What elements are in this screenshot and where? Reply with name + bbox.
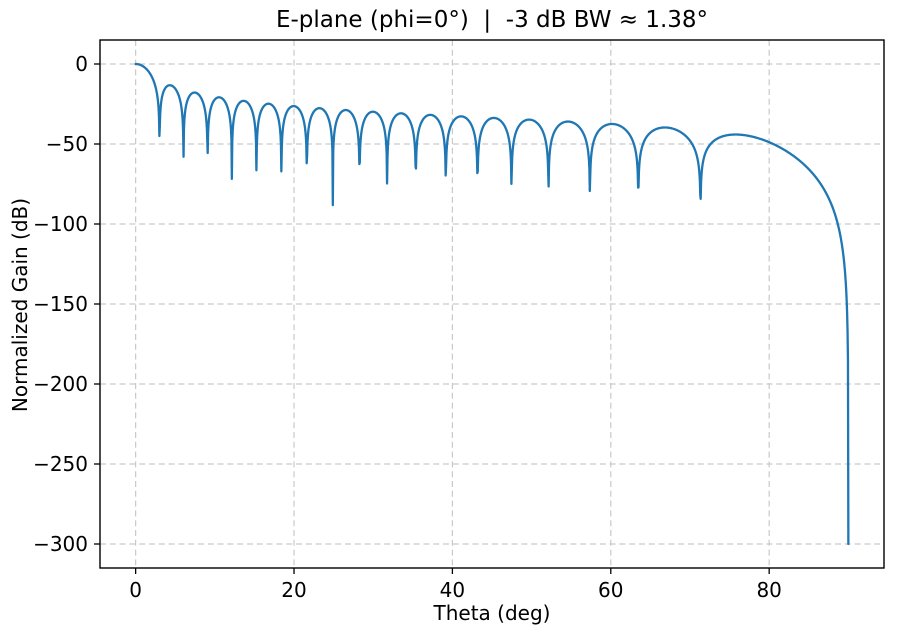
chart-title: E-plane (phi=0°) | -3 dB BW ≈ 1.38° <box>275 7 709 33</box>
x-tick-label: 80 <box>756 578 781 602</box>
y-tick-label: −250 <box>33 452 88 476</box>
x-axis-label: Theta (deg) <box>433 601 551 625</box>
gain-curve <box>134 62 850 546</box>
x-tick-label: 20 <box>281 578 306 602</box>
y-axis-label: Normalized Gain (dB) <box>8 197 32 413</box>
x-tick-label: 40 <box>440 578 465 602</box>
y-tick-label: −50 <box>46 132 88 156</box>
y-tick-label: −100 <box>33 212 88 236</box>
y-tick-label: 0 <box>75 52 88 76</box>
y-tick-label: −200 <box>33 372 88 396</box>
y-tick-label: −150 <box>33 292 88 316</box>
x-tick-label: 0 <box>129 578 142 602</box>
y-tick-label: −300 <box>33 532 88 556</box>
x-tick-label: 60 <box>598 578 623 602</box>
